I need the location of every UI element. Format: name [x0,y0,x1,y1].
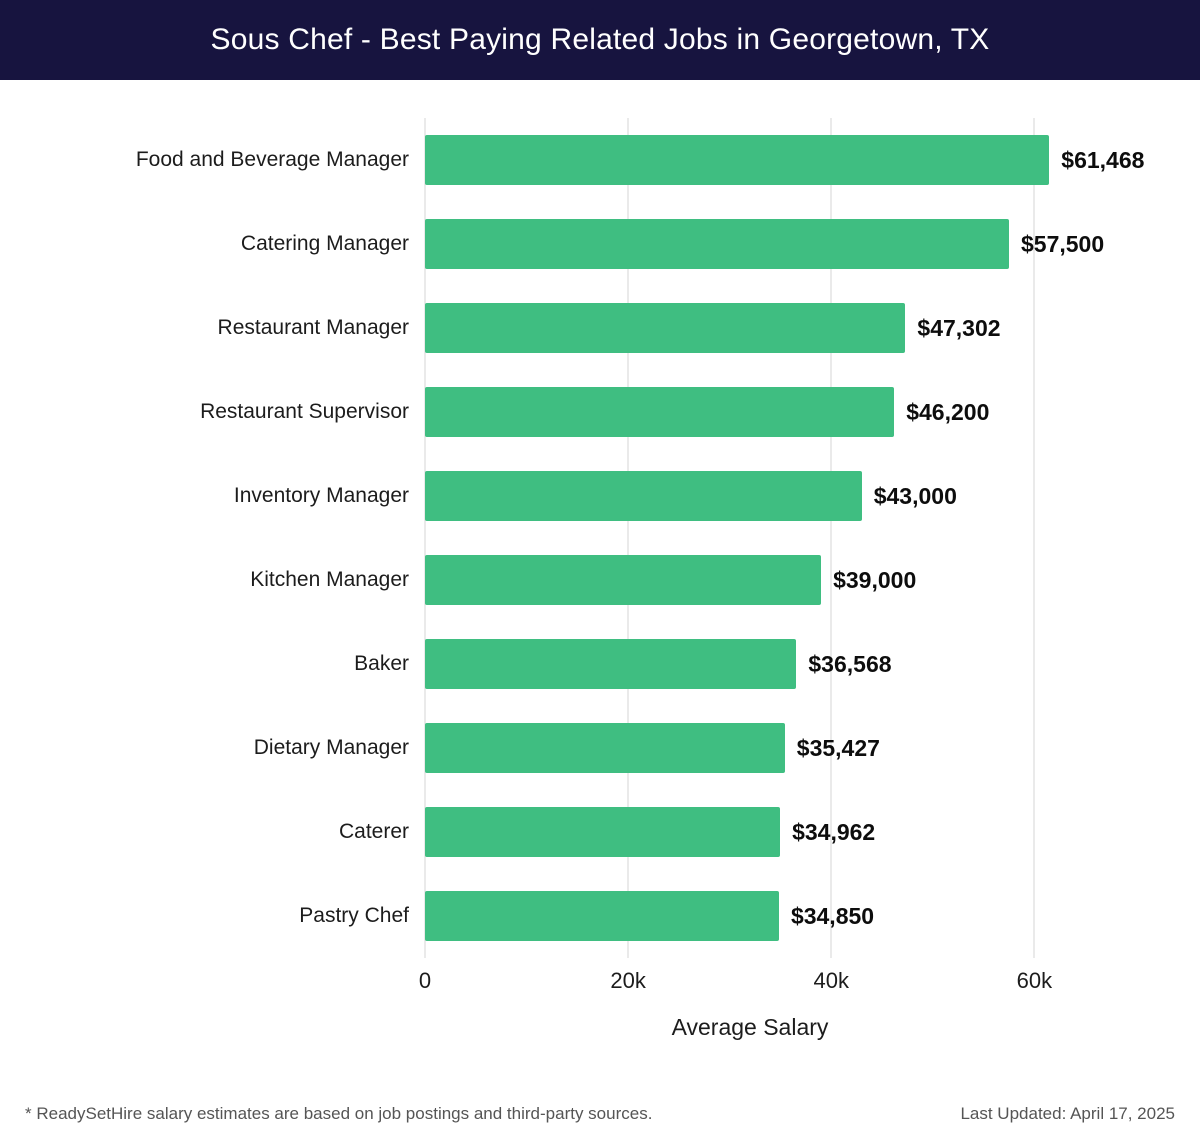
category-label: Restaurant Supervisor [200,400,409,423]
salary-bar [425,135,1050,185]
x-axis-label: Average Salary [671,1014,829,1040]
category-label: Catering Manager [240,232,409,255]
salary-bar [425,219,1009,269]
bar-track: $36,568 [425,622,1075,706]
value-label: $39,000 [833,566,917,593]
value-label: $61,468 [1061,146,1145,173]
category-label: Food and Beverage Manager [135,148,409,171]
bar-track: $47,302 [425,286,1075,370]
bar-track: $46,200 [425,370,1075,454]
category-label: Baker [354,652,409,675]
value-label: $43,000 [873,482,957,509]
x-tick-label: 40k [813,968,849,993]
category-label: Dietary Manager [253,736,409,759]
salary-bar [425,723,785,773]
chart-row: Dietary Manager $35,427 [25,706,1175,790]
footer: * ReadySetHire salary estimates are base… [0,1104,1200,1140]
x-tick-label: 60k [1016,968,1053,993]
plot-area: Food and Beverage Manager $61,468 Catering… [25,118,1175,958]
salary-bar [425,639,797,689]
x-tick-label: 20k [610,968,646,993]
footer-note: * ReadySetHire salary estimates are base… [25,1104,653,1123]
salary-bar [425,555,822,605]
value-label: $34,850 [790,902,875,929]
title-bar: Sous Chef - Best Paying Related Jobs in … [0,0,1200,80]
bar-track: $34,962 [425,790,1075,874]
bar-chart: Food and Beverage Manager $61,468 Catering… [25,118,1175,1041]
salary-bar [425,303,906,353]
category-label: Pastry Chef [299,904,409,927]
chart-row: Caterer $34,962 [25,790,1175,874]
value-label: $46,200 [906,398,990,425]
value-label: $35,427 [796,734,880,761]
chart-row: Pastry Chef $34,850 [25,874,1175,958]
gridline [627,118,629,958]
category-label: Caterer [338,820,409,843]
value-label: $34,962 [792,818,876,845]
gridlines [424,118,1075,958]
bar-track: $34,850 [425,874,1075,958]
page-title: Sous Chef - Best Paying Related Jobs in … [210,23,990,56]
bar-track: $39,000 [425,538,1075,622]
bar-track: $61,468 [425,118,1144,202]
salary-bar [425,471,862,521]
chart-rows: Food and Beverage Manager $61,468 Catering… [25,118,1175,958]
chart-row: Food and Beverage Manager $61,468 [25,118,1175,202]
last-updated: Last Updated: April 17, 2025 [960,1104,1175,1123]
bar-track: $43,000 [425,454,1075,538]
chart-row: Restaurant Manager $47,302 [25,286,1175,370]
chart-row: Restaurant Supervisor $46,200 [25,370,1175,454]
bar-track: $35,427 [425,706,1075,790]
value-label: $57,500 [1020,230,1105,257]
category-label: Kitchen Manager [250,568,409,591]
gridline [1033,118,1035,958]
salary-bar [425,891,779,941]
chart-row: Baker $36,568 [25,622,1175,706]
chart-row: Kitchen Manager $39,000 [25,538,1175,622]
category-label: Restaurant Manager [217,316,409,339]
chart-row: Inventory Manager $43,000 [25,454,1175,538]
chart-row: Catering Manager $57,500 [25,202,1175,286]
salary-bar [425,387,895,437]
bar-track: $57,500 [425,202,1104,286]
salary-bar [425,807,781,857]
gridline [830,118,832,958]
x-axis: 0 20k 40k 60k [419,958,1075,998]
value-label: $36,568 [808,650,892,677]
category-label: Inventory Manager [233,484,409,507]
x-tick-label: 0 [418,968,432,993]
value-label: $47,302 [917,314,1001,341]
gridline [424,118,426,958]
